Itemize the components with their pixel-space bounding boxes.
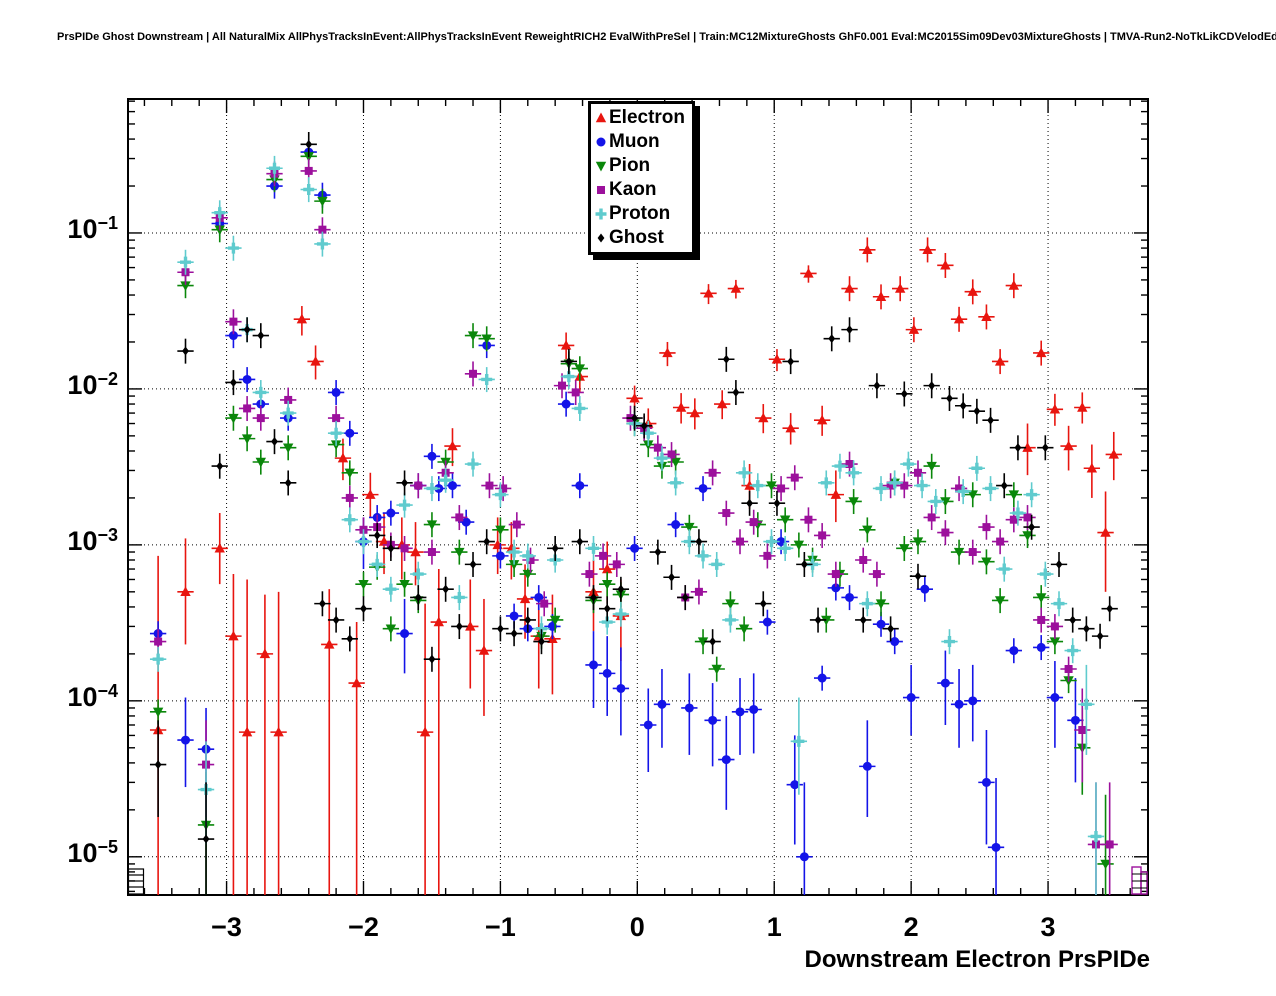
legend-label: Muon [609,131,660,152]
plus-icon [595,208,607,220]
data-layer [149,132,1122,895]
triangle-up-icon [595,112,607,123]
legend-item-kaon: Kaon [593,178,692,202]
legend-item-electron: Electron [593,106,692,130]
x-tick-label--1: −1 [484,912,516,942]
legend-label: Pion [609,155,651,176]
plot-title: PrsPIDe Ghost Downstream | All NaturalMi… [57,31,1276,43]
legend-item-muon: Muon [593,130,692,154]
x-axis-title: Downstream Electron PrsPIDe [804,946,1150,973]
y-tick-label-1e-3: 10−3 [67,524,118,556]
x-tick-label-1: 1 [766,912,782,942]
y-tick-label-1e-5: 10−5 [67,836,118,868]
series-electron [149,237,1122,895]
x-tick-label-3: 3 [1040,912,1056,942]
legend-item-proton: Proton [593,202,692,226]
triangle-down-icon [595,161,607,172]
x-tick-label-0: 0 [629,912,645,942]
legend-item-pion: Pion [593,154,692,178]
series-proton [149,155,1105,895]
x-tick-label--3: −3 [211,912,242,942]
axis-ticks [128,99,1148,895]
square-icon [597,186,605,194]
legend-item-ghost: Ghost [593,226,692,250]
y-tick-label-1e-2: 10−2 [67,368,118,400]
x-tick-label-2: 2 [903,912,919,942]
legend-label: Electron [609,107,686,128]
legend-label: Proton [609,203,671,224]
legend-label: Kaon [609,179,657,200]
legend-label: Ghost [609,227,664,248]
diamond-icon [597,233,605,243]
series-ghost [149,132,1118,895]
y-tick-label-1e-4: 10−4 [67,680,118,712]
x-tick-label--2: −2 [348,912,379,942]
circle-icon [596,137,606,147]
y-tick-label-1e-1: 10−1 [67,212,118,244]
edge-bin-boxes [128,866,1148,895]
legend: Electron Muon Pion Kaon Proton Ghost [588,101,695,255]
